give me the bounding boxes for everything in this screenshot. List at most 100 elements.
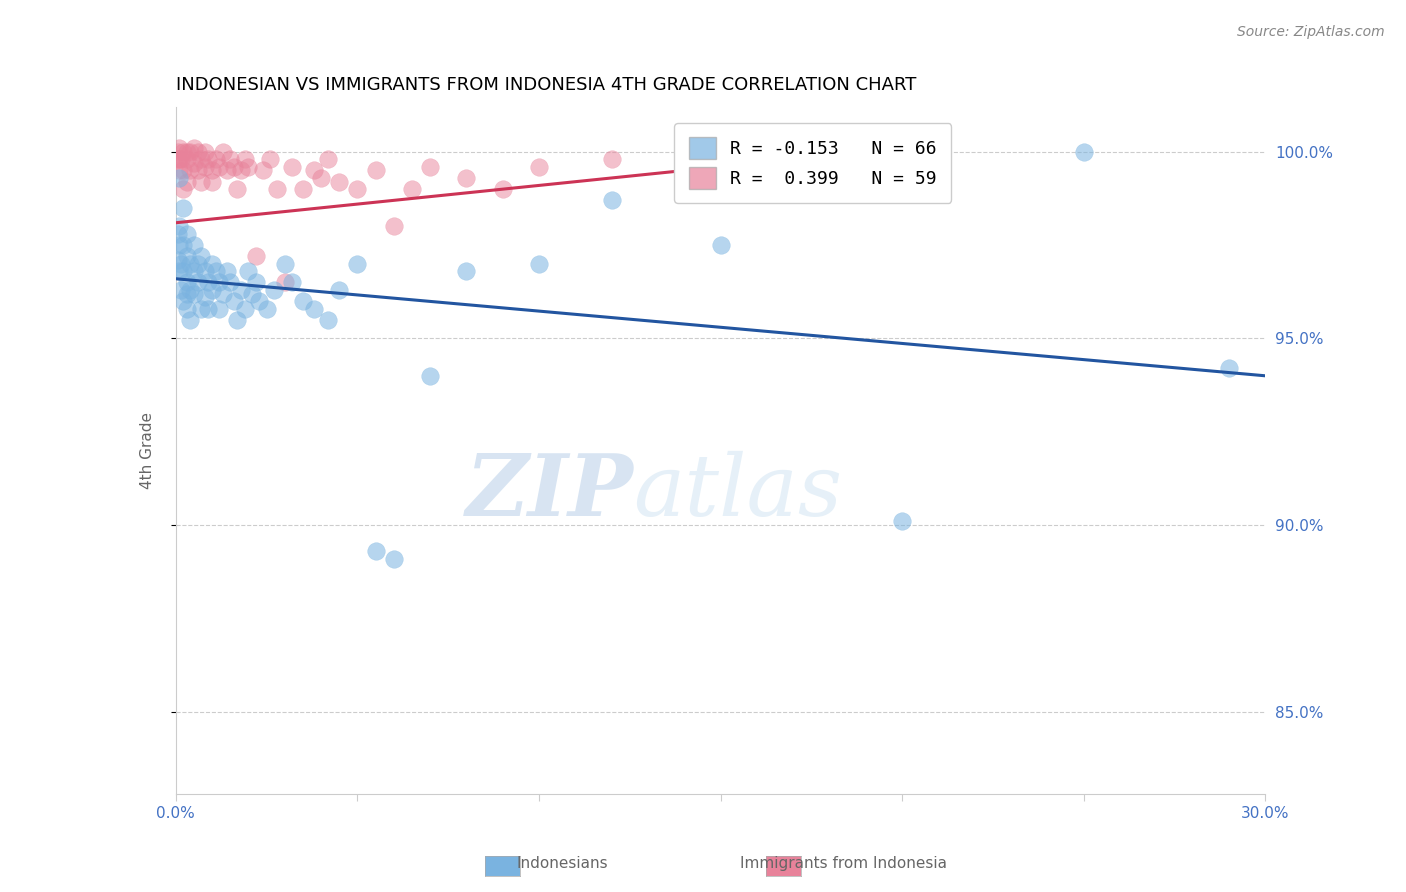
Point bbox=[231, 283, 253, 297]
Point bbox=[492, 182, 515, 196]
Point bbox=[328, 175, 350, 189]
Point bbox=[183, 156, 205, 170]
Point bbox=[259, 153, 281, 167]
Point bbox=[190, 249, 212, 263]
Point bbox=[419, 368, 441, 383]
Point bbox=[179, 283, 201, 297]
Point bbox=[172, 294, 194, 309]
Point bbox=[176, 276, 198, 290]
Point bbox=[219, 153, 242, 167]
Point bbox=[186, 276, 209, 290]
Point bbox=[231, 163, 253, 178]
Point bbox=[401, 182, 423, 196]
Point bbox=[204, 153, 226, 167]
Point bbox=[170, 283, 193, 297]
Point bbox=[222, 294, 245, 309]
Point bbox=[172, 163, 194, 178]
Point bbox=[266, 182, 288, 196]
Point bbox=[318, 313, 340, 327]
Point bbox=[166, 253, 188, 268]
Point bbox=[194, 145, 217, 159]
Point bbox=[215, 163, 238, 178]
Point bbox=[318, 153, 340, 167]
Point bbox=[201, 163, 224, 178]
Point bbox=[190, 175, 212, 189]
Point bbox=[194, 160, 217, 174]
Point bbox=[172, 182, 194, 196]
Point bbox=[169, 153, 191, 167]
Text: Indonesians: Indonesians bbox=[516, 856, 609, 871]
Point bbox=[176, 286, 198, 301]
Point bbox=[201, 257, 224, 271]
Point bbox=[201, 283, 224, 297]
Text: atlas: atlas bbox=[633, 450, 842, 533]
Point bbox=[245, 249, 267, 263]
Point bbox=[172, 145, 194, 159]
Point bbox=[169, 219, 191, 234]
Point bbox=[169, 163, 191, 178]
Point bbox=[176, 301, 198, 316]
Point bbox=[527, 257, 550, 271]
Text: Source: ZipAtlas.com: Source: ZipAtlas.com bbox=[1237, 25, 1385, 39]
Point bbox=[247, 294, 270, 309]
Text: Immigrants from Indonesia: Immigrants from Indonesia bbox=[740, 856, 948, 871]
Point bbox=[186, 163, 209, 178]
Point bbox=[166, 153, 188, 167]
Point bbox=[252, 163, 274, 178]
Point bbox=[170, 257, 193, 271]
Point bbox=[190, 301, 212, 316]
Point bbox=[364, 544, 387, 558]
Point bbox=[302, 163, 325, 178]
Point bbox=[346, 182, 368, 196]
Point bbox=[226, 182, 249, 196]
Point bbox=[256, 301, 278, 316]
Point bbox=[179, 313, 201, 327]
Point bbox=[183, 238, 205, 252]
Point bbox=[212, 286, 235, 301]
Point bbox=[197, 276, 219, 290]
Point bbox=[328, 283, 350, 297]
Y-axis label: 4th Grade: 4th Grade bbox=[141, 412, 155, 489]
Point bbox=[201, 175, 224, 189]
Point bbox=[1073, 145, 1095, 159]
Point bbox=[176, 227, 198, 241]
Point bbox=[166, 145, 188, 159]
Point bbox=[291, 182, 314, 196]
Point bbox=[208, 276, 231, 290]
Point bbox=[176, 249, 198, 263]
Point bbox=[710, 238, 733, 252]
Point bbox=[238, 160, 260, 174]
Point bbox=[364, 163, 387, 178]
Point bbox=[179, 257, 201, 271]
Point bbox=[818, 160, 841, 174]
Point bbox=[233, 153, 256, 167]
Point bbox=[302, 301, 325, 316]
Point bbox=[176, 175, 198, 189]
Point bbox=[281, 276, 304, 290]
Point bbox=[1218, 361, 1240, 376]
Point bbox=[170, 153, 193, 167]
Point bbox=[194, 264, 217, 278]
Point bbox=[204, 264, 226, 278]
Point bbox=[208, 160, 231, 174]
Point bbox=[172, 264, 194, 278]
Point bbox=[891, 153, 914, 167]
Point bbox=[179, 145, 201, 159]
Point bbox=[219, 276, 242, 290]
Point bbox=[194, 290, 217, 304]
Point bbox=[245, 276, 267, 290]
Point bbox=[274, 257, 297, 271]
Point bbox=[346, 257, 368, 271]
Point bbox=[169, 264, 191, 278]
Point bbox=[291, 294, 314, 309]
Point bbox=[183, 264, 205, 278]
Point bbox=[166, 227, 188, 241]
Point bbox=[183, 286, 205, 301]
Point bbox=[186, 145, 209, 159]
Point bbox=[745, 145, 768, 159]
Point bbox=[240, 286, 263, 301]
Point bbox=[382, 219, 405, 234]
Point bbox=[197, 301, 219, 316]
Point bbox=[456, 264, 478, 278]
Point bbox=[673, 163, 696, 178]
